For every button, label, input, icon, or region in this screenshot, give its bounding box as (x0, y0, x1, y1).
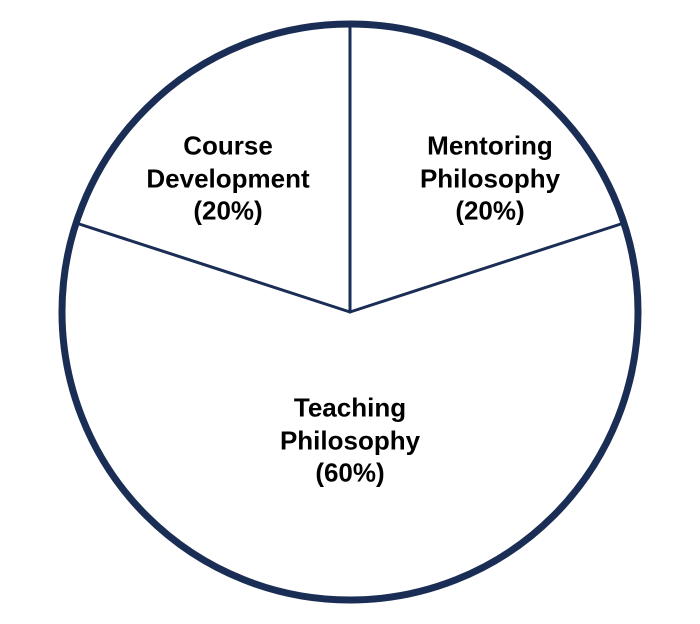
slice-label-course-dev: Course Development (20%) (146, 129, 309, 227)
slice-label-mentoring: Mentoring Philosophy (20%) (420, 129, 560, 227)
pie-chart-svg (0, 0, 700, 624)
slice-label-teaching: Teaching Philosophy (60%) (280, 391, 420, 489)
pie-chart: Mentoring Philosophy (20%) Teaching Philo… (0, 0, 700, 624)
